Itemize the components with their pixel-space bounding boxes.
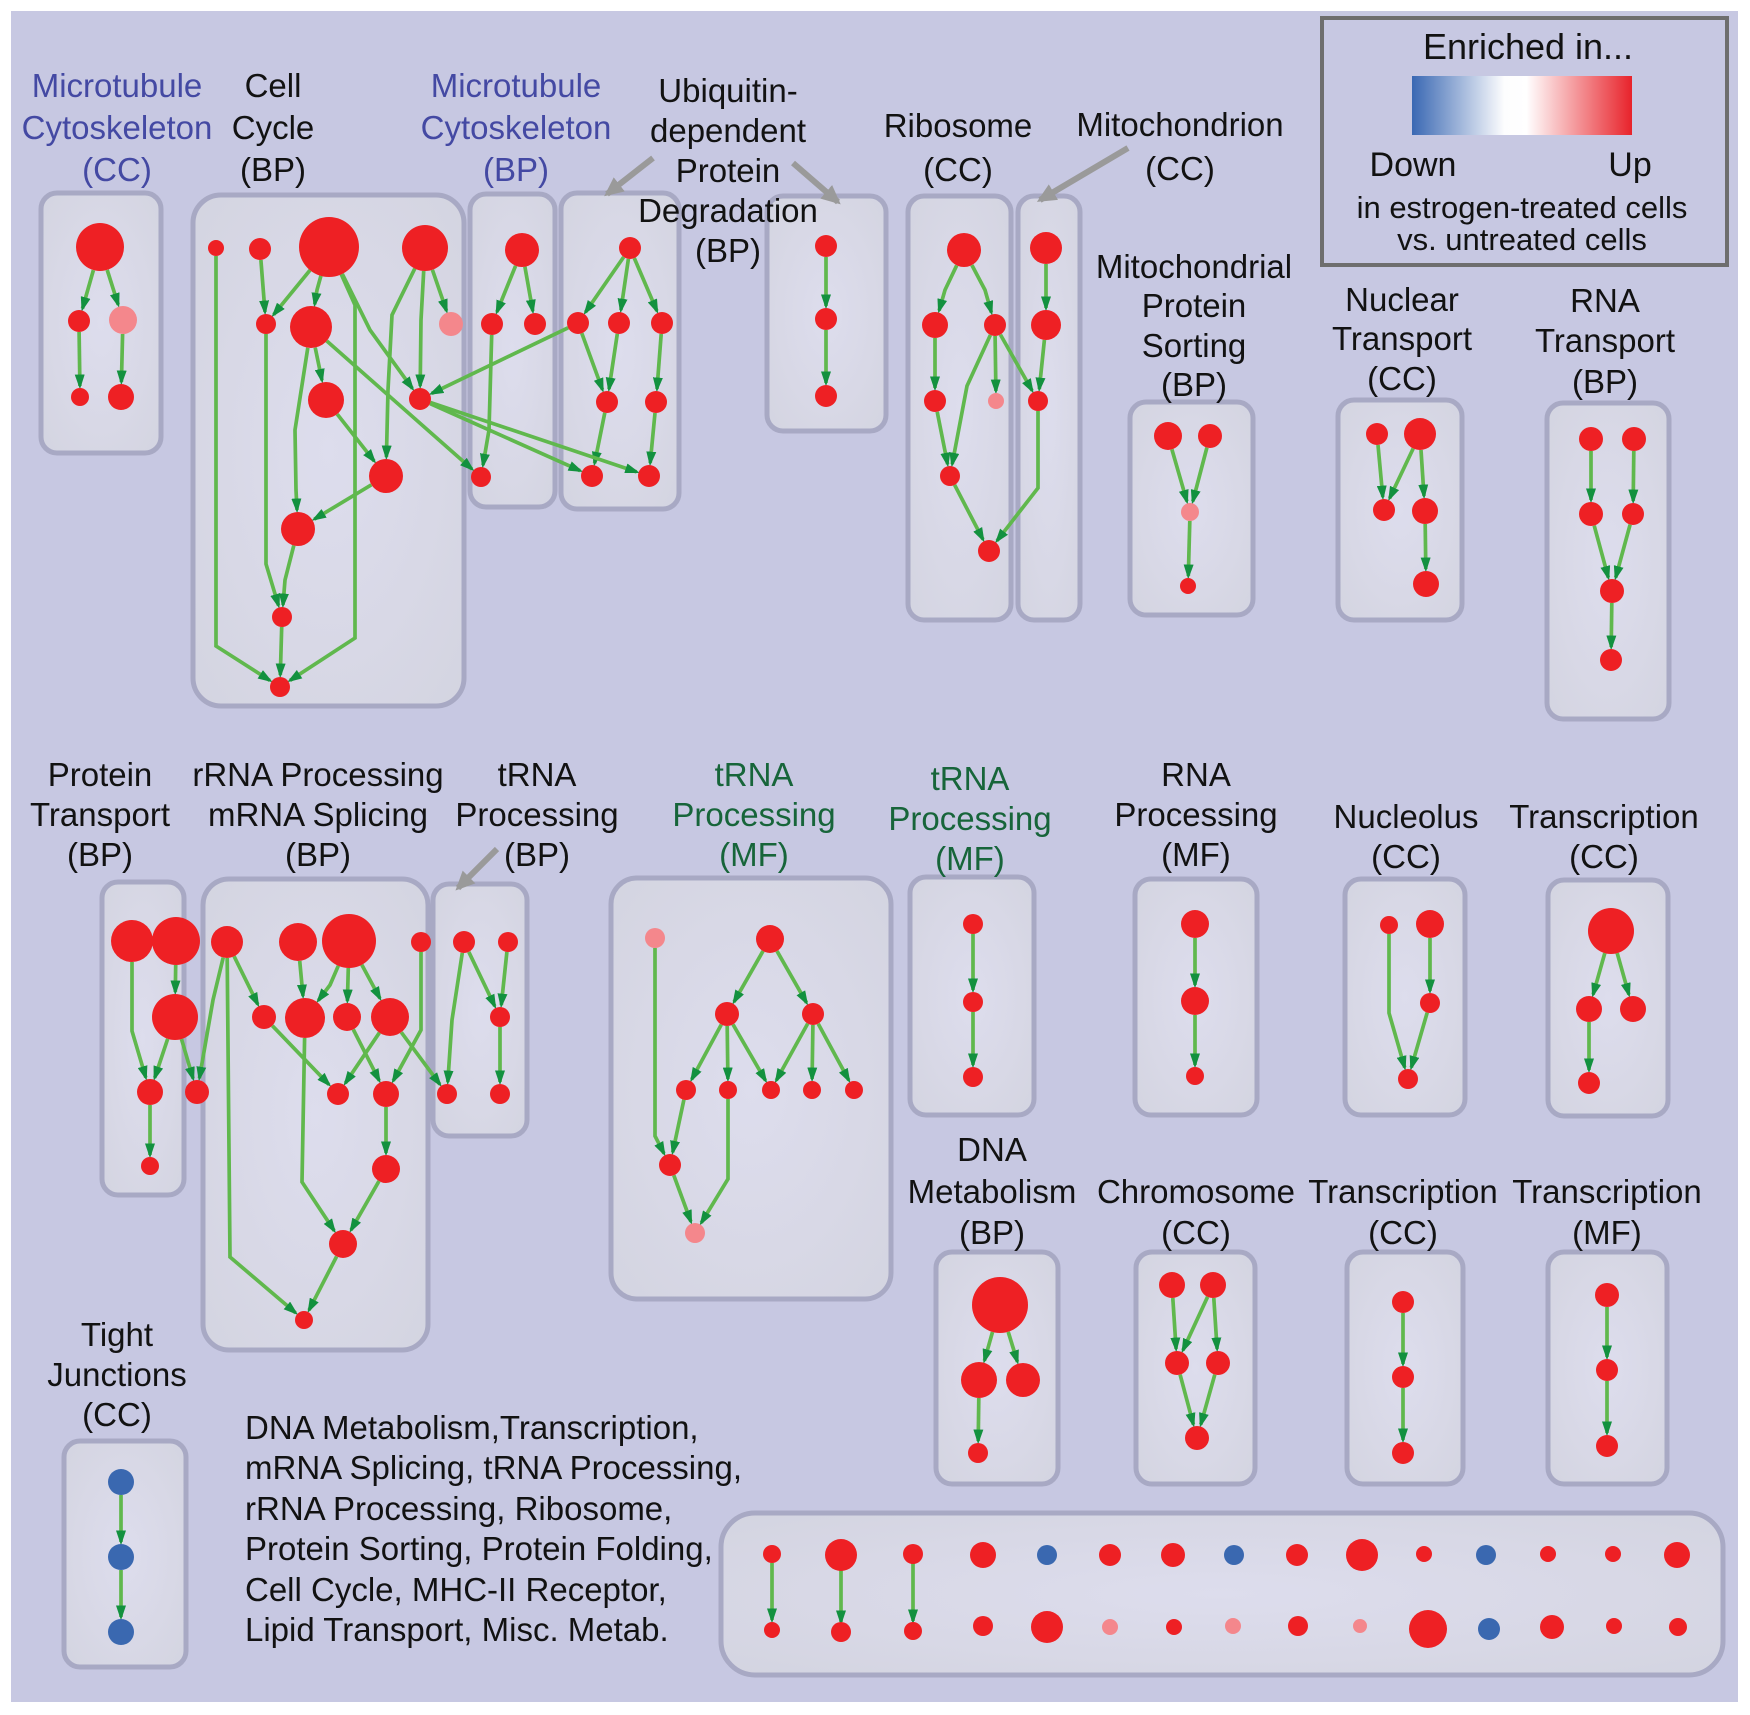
svg-text:Metabolism: Metabolism: [908, 1173, 1077, 1210]
svg-text:(CC): (CC): [82, 1396, 152, 1433]
svg-text:Mitochondrial: Mitochondrial: [1096, 248, 1292, 285]
svg-text:Degradation: Degradation: [638, 192, 818, 229]
svg-text:(BP): (BP): [67, 836, 133, 873]
svg-text:mRNA Splicing: mRNA Splicing: [208, 796, 428, 833]
svg-text:Transcription: Transcription: [1509, 798, 1699, 835]
svg-text:DNA Metabolism,Transcription,: DNA Metabolism,Transcription,: [245, 1409, 699, 1446]
svg-text:DNA: DNA: [957, 1131, 1027, 1168]
svg-text:(BP): (BP): [695, 232, 761, 269]
svg-text:(MF): (MF): [1161, 836, 1231, 873]
svg-text:(BP): (BP): [504, 836, 570, 873]
svg-text:(BP): (BP): [285, 836, 351, 873]
svg-text:Cytoskeleton: Cytoskeleton: [22, 109, 213, 146]
svg-text:dependent: dependent: [650, 112, 806, 149]
svg-text:(CC): (CC): [1371, 838, 1441, 875]
svg-text:rRNA Processing, Ribosome,: rRNA Processing, Ribosome,: [245, 1490, 672, 1527]
svg-text:(BP): (BP): [240, 151, 306, 188]
svg-text:Mitochondrion: Mitochondrion: [1076, 106, 1283, 143]
svg-text:(MF): (MF): [1572, 1214, 1642, 1251]
svg-text:(BP): (BP): [1572, 363, 1638, 400]
svg-text:Protein Sorting, Protein Foldi: Protein Sorting, Protein Folding,: [245, 1530, 713, 1567]
svg-text:tRNA: tRNA: [931, 760, 1010, 797]
svg-text:Enriched in...: Enriched in...: [1423, 26, 1633, 67]
svg-text:Down: Down: [1370, 146, 1457, 184]
svg-text:(BP): (BP): [1161, 366, 1227, 403]
svg-text:Ubiquitin-: Ubiquitin-: [658, 72, 797, 109]
svg-text:(CC): (CC): [1145, 150, 1215, 187]
svg-text:Processing: Processing: [888, 800, 1051, 837]
svg-text:tRNA: tRNA: [498, 756, 577, 793]
svg-text:Lipid Transport, Misc. Metab.: Lipid Transport, Misc. Metab.: [245, 1611, 669, 1648]
svg-text:Processing: Processing: [1114, 796, 1277, 833]
svg-text:Transcription: Transcription: [1308, 1173, 1498, 1210]
svg-text:Nucleolus: Nucleolus: [1334, 798, 1479, 835]
svg-text:(CC): (CC): [1367, 360, 1437, 397]
svg-text:Tight: Tight: [81, 1316, 153, 1353]
svg-text:Protein: Protein: [676, 152, 781, 189]
svg-text:in estrogen-treated cells: in estrogen-treated cells: [1357, 190, 1688, 225]
svg-text:Chromosome: Chromosome: [1097, 1173, 1295, 1210]
svg-text:(CC): (CC): [1368, 1214, 1438, 1251]
svg-text:Transport: Transport: [1332, 320, 1472, 357]
svg-text:RNA: RNA: [1570, 282, 1640, 319]
svg-text:vs. untreated cells: vs. untreated cells: [1397, 222, 1647, 257]
svg-text:rRNA Processing: rRNA Processing: [192, 756, 443, 793]
svg-text:Processing: Processing: [455, 796, 618, 833]
svg-text:Cell Cycle, MHC-II Receptor,: Cell Cycle, MHC-II Receptor,: [245, 1571, 667, 1608]
svg-text:(CC): (CC): [1161, 1214, 1231, 1251]
svg-text:Processing: Processing: [672, 796, 835, 833]
svg-text:Microtubule: Microtubule: [32, 67, 203, 104]
svg-text:Transport: Transport: [1535, 322, 1675, 359]
svg-text:Transport: Transport: [30, 796, 170, 833]
svg-text:(MF): (MF): [719, 836, 789, 873]
svg-text:mRNA Splicing, tRNA Processing: mRNA Splicing, tRNA Processing,: [245, 1449, 742, 1486]
svg-text:Microtubule: Microtubule: [431, 67, 602, 104]
svg-text:RNA: RNA: [1161, 756, 1231, 793]
svg-text:Junctions: Junctions: [47, 1356, 186, 1393]
svg-text:(MF): (MF): [935, 840, 1005, 877]
svg-text:(BP): (BP): [483, 151, 549, 188]
svg-text:(CC): (CC): [82, 151, 152, 188]
svg-text:Nuclear: Nuclear: [1345, 281, 1459, 318]
svg-text:Protein: Protein: [1142, 287, 1247, 324]
svg-text:Transcription: Transcription: [1512, 1173, 1702, 1210]
svg-text:(CC): (CC): [1569, 838, 1639, 875]
svg-text:(BP): (BP): [959, 1214, 1025, 1251]
svg-text:(CC): (CC): [923, 151, 993, 188]
svg-text:Cell: Cell: [245, 67, 302, 104]
svg-text:Ribosome: Ribosome: [884, 107, 1033, 144]
svg-text:Protein: Protein: [48, 756, 153, 793]
svg-text:tRNA: tRNA: [715, 756, 794, 793]
svg-text:Cycle: Cycle: [232, 109, 315, 146]
svg-text:Sorting: Sorting: [1142, 327, 1247, 364]
svg-text:Cytoskeleton: Cytoskeleton: [421, 109, 612, 146]
svg-text:Up: Up: [1608, 146, 1651, 184]
